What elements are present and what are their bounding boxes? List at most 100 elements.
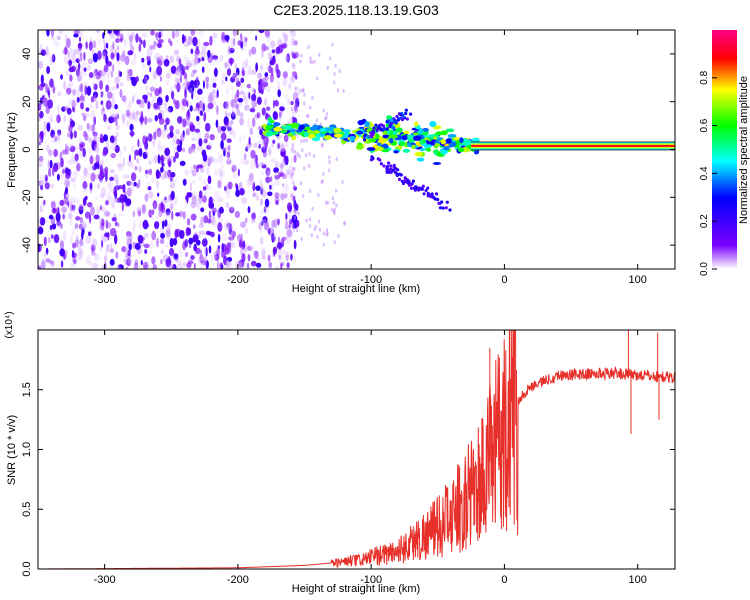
signal-blob: [443, 146, 450, 151]
noise-speck: [280, 148, 287, 158]
signal-blob: [375, 133, 380, 139]
noise-speck: [259, 228, 263, 235]
noise-speck: [288, 218, 293, 225]
noise-speck: [109, 258, 115, 266]
noise-speck: [138, 178, 141, 189]
noise-speck: [105, 118, 109, 125]
noise-speck: [57, 129, 62, 136]
noise-speck: [194, 49, 199, 60]
noise-speck: [271, 219, 276, 228]
noise-speck: [265, 36, 272, 43]
noise-speck: [171, 90, 175, 100]
noise-speck: [148, 160, 152, 166]
signal-blob: [374, 123, 378, 127]
noise-speck: [136, 158, 139, 164]
noise-speck: [91, 251, 96, 256]
noise-speck: [38, 140, 41, 146]
noise-speck: [291, 171, 295, 176]
noise-speck: [67, 81, 74, 87]
noise-speck: [289, 30, 292, 37]
noise-speck: [100, 91, 104, 98]
noise-speck: [224, 246, 230, 255]
noise-speck: [295, 228, 299, 233]
signal-blob: [400, 118, 404, 122]
noise-speck: [201, 56, 205, 62]
noise-speck: [172, 238, 178, 246]
noise-speck: [98, 160, 105, 167]
snr-y-label: SNR (10 * v/v): [6, 415, 18, 485]
noise-speck: [165, 94, 169, 103]
noise-speck: [242, 240, 246, 249]
noise-speck: [261, 249, 266, 259]
noise-speck: [309, 105, 312, 110]
noise-speck: [63, 197, 66, 205]
noise-speck: [260, 198, 263, 206]
noise-speck: [65, 70, 71, 77]
noise-speck: [213, 99, 216, 106]
noise-speck: [107, 91, 113, 100]
noise-speck: [261, 77, 268, 85]
noise-speck: [252, 192, 257, 198]
noise-speck: [121, 50, 126, 60]
noise-speck: [108, 265, 115, 269]
noise-speck: [156, 215, 159, 220]
noise-speck: [128, 154, 131, 163]
noise-speck: [235, 103, 239, 110]
noise-speck: [275, 63, 279, 74]
noise-speck: [255, 195, 260, 200]
noise-speck: [224, 125, 231, 133]
noise-speck: [179, 160, 186, 167]
noise-speck: [39, 110, 44, 119]
noise-speck: [218, 153, 224, 164]
noise-speck: [65, 87, 72, 95]
noise-speck: [152, 140, 155, 147]
noise-speck: [233, 71, 239, 78]
noise-speck: [261, 107, 266, 116]
noise-speck: [62, 230, 67, 241]
noise-speck: [269, 184, 272, 190]
noise-speck: [303, 101, 306, 106]
noise-speck: [189, 124, 196, 132]
signal-blob: [341, 129, 351, 133]
noise-speck: [175, 71, 179, 76]
noise-speck: [58, 30, 64, 35]
noise-speck: [70, 177, 77, 183]
noise-speck: [297, 98, 300, 103]
noise-speck: [97, 182, 100, 190]
noise-speck: [77, 54, 82, 62]
noise-speck: [253, 88, 256, 95]
noise-speck: [73, 183, 76, 190]
noise-speck: [325, 111, 329, 116]
signal-blob: [376, 146, 384, 151]
noise-speck: [165, 79, 170, 86]
noise-speck: [150, 30, 155, 36]
noise-speck: [291, 223, 295, 229]
noise-speck: [154, 154, 158, 164]
noise-speck: [82, 181, 88, 190]
noise-speck: [92, 52, 98, 63]
noise-speck: [285, 93, 289, 100]
noise-speck: [105, 200, 109, 206]
noise-speck: [79, 216, 84, 224]
noise-speck: [240, 156, 245, 166]
noise-speck: [73, 100, 79, 107]
noise-speck: [282, 158, 286, 167]
noise-speck: [38, 262, 42, 269]
noise-speck: [74, 223, 79, 229]
noise-speck: [69, 43, 72, 52]
noise-speck: [138, 219, 143, 230]
noise-speck: [130, 132, 134, 138]
noise-speck: [127, 33, 130, 40]
noise-speck: [193, 57, 200, 65]
noise-speck: [180, 134, 185, 142]
noise-speck: [79, 248, 84, 259]
noise-speck: [119, 82, 124, 87]
noise-speck: [67, 60, 72, 65]
noise-speck: [261, 190, 267, 198]
noise-speck: [190, 165, 194, 174]
noise-speck: [185, 128, 190, 136]
noise-speck: [186, 38, 190, 47]
x-tick-label: -100: [360, 274, 382, 286]
noise-speck: [215, 92, 218, 99]
signal-blob: [290, 122, 299, 129]
